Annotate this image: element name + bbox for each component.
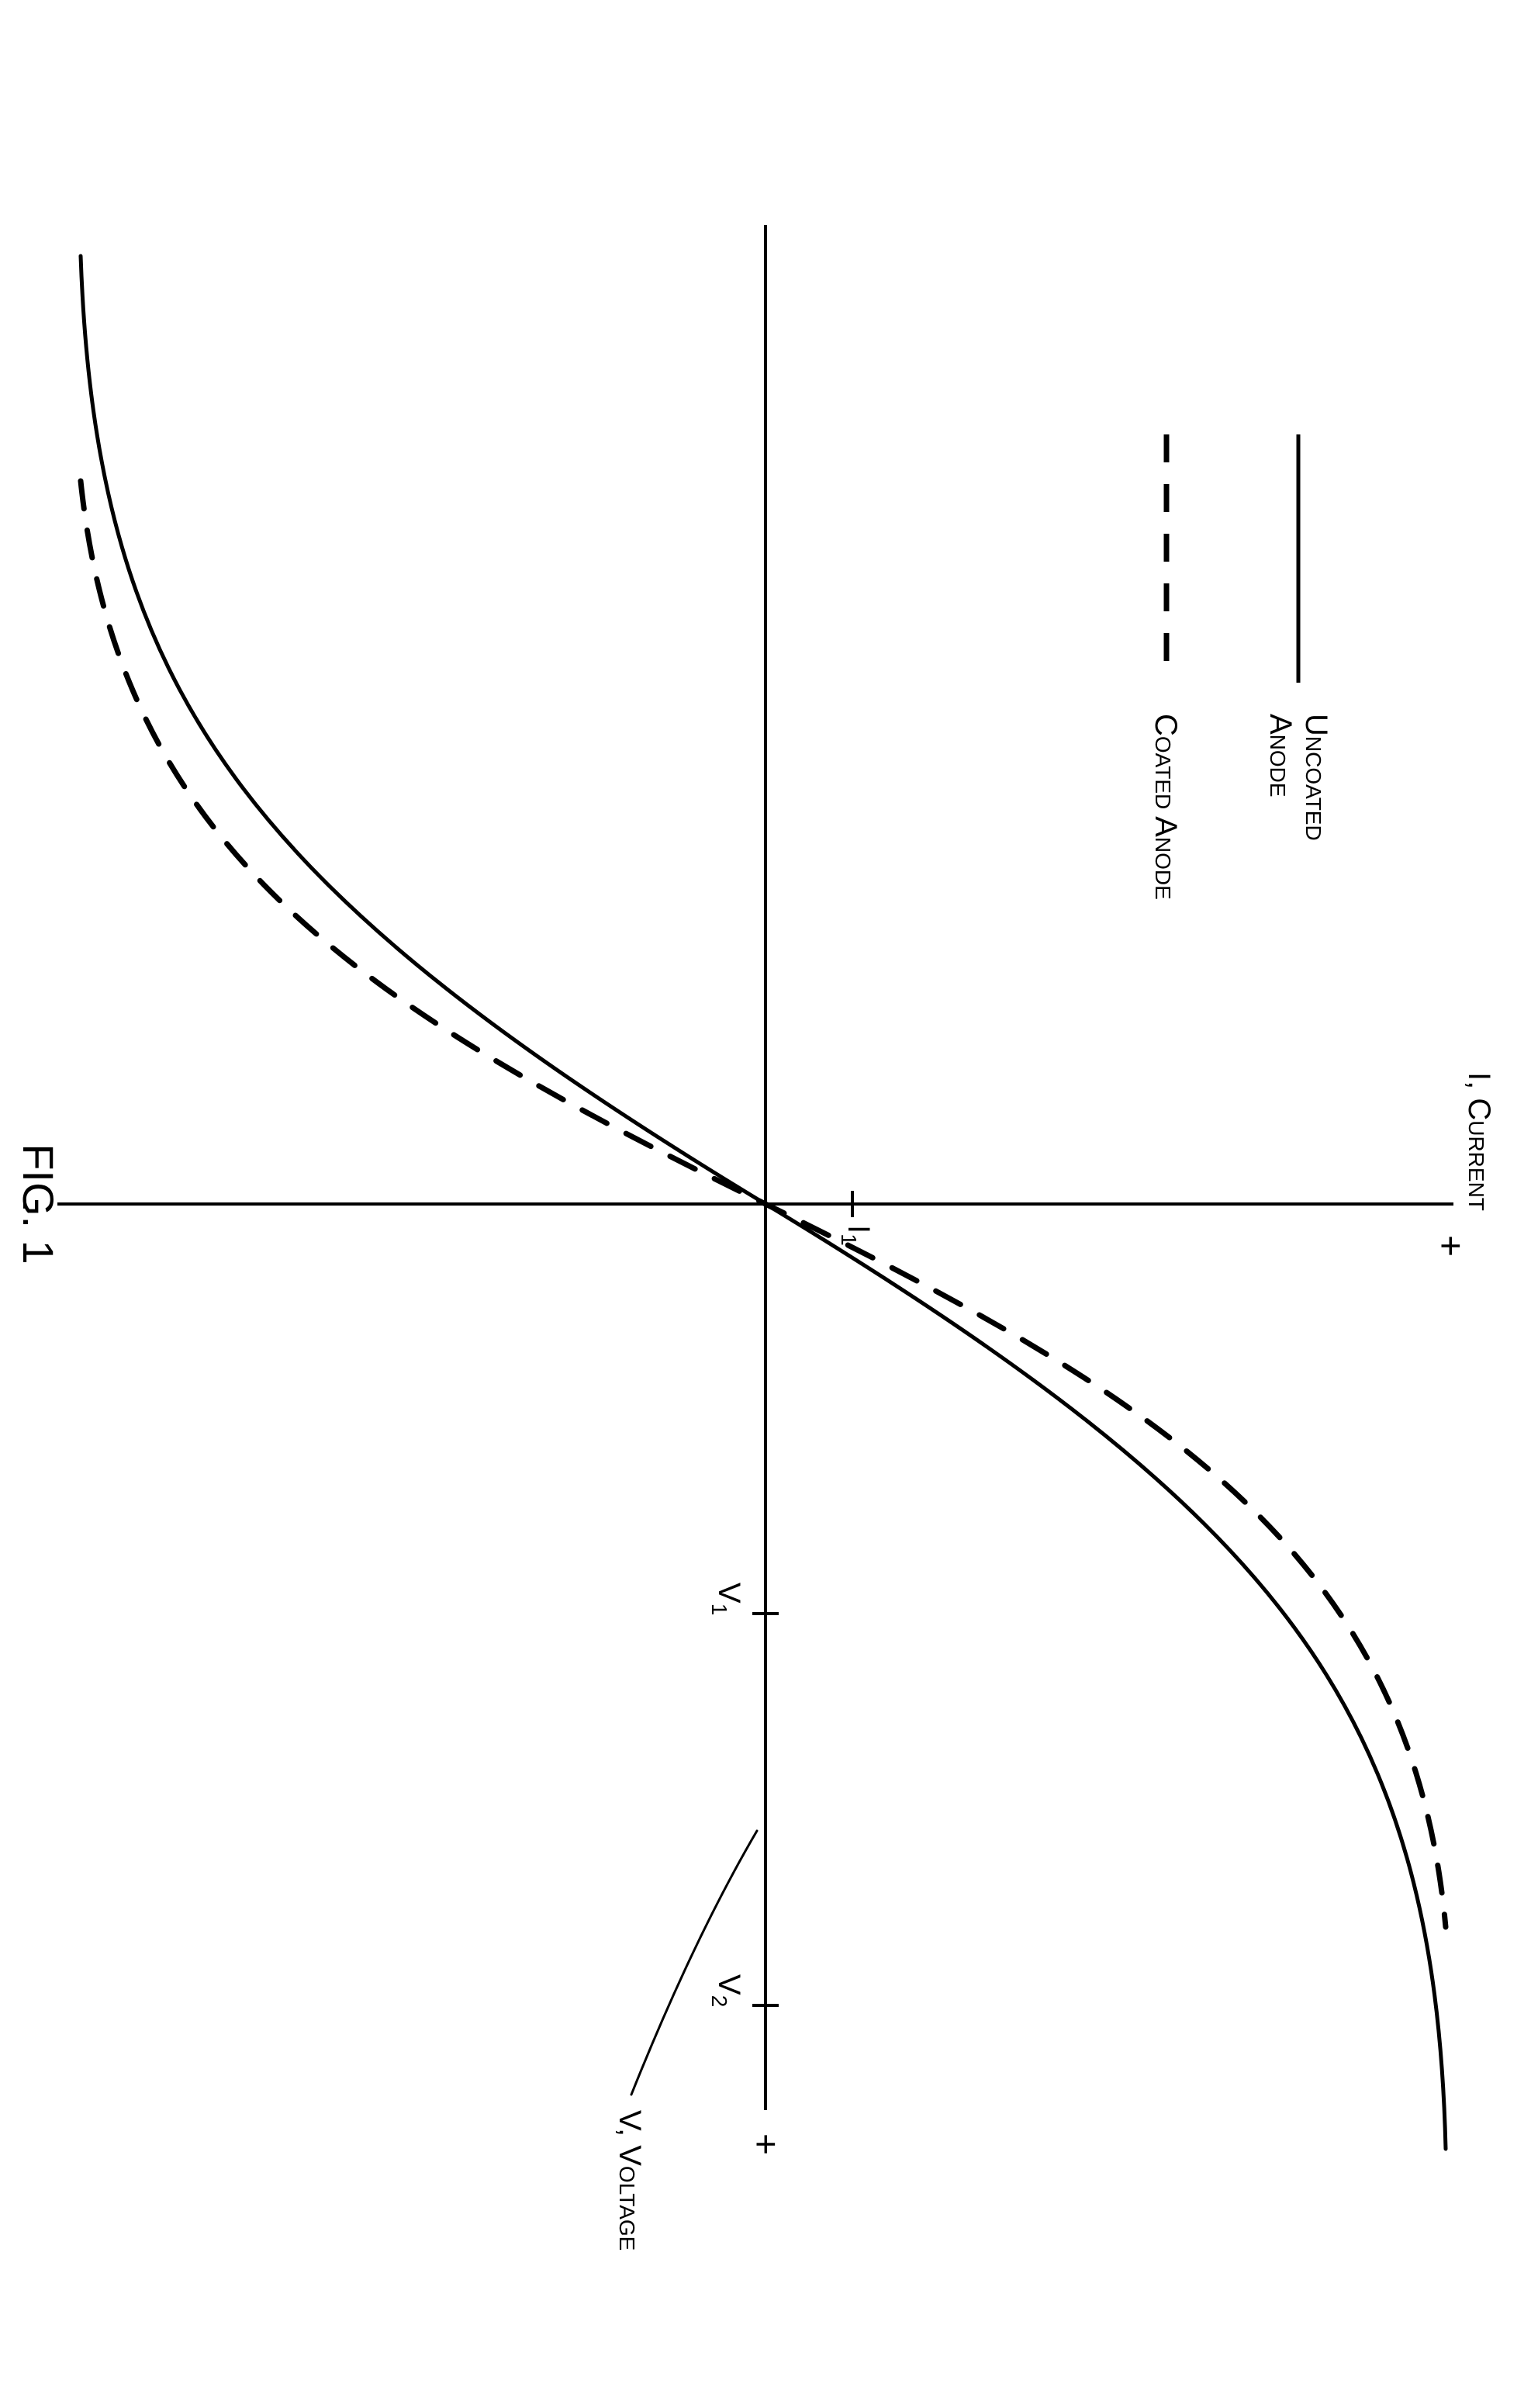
legend-label: Anode: [1263, 714, 1298, 797]
y-axis-title: I, Current: [1462, 1072, 1496, 1211]
figure-caption: FIG. 1: [14, 1143, 63, 1265]
legend-label: Uncoated: [1299, 714, 1333, 841]
x-tick-label: V1: [692, 1583, 746, 1676]
y-plus: +: [1429, 1235, 1471, 1257]
x-tick-label: V2: [692, 1974, 746, 2067]
x-plus: +: [745, 2133, 786, 2155]
x-axis-title: V, Voltage: [613, 2110, 647, 2251]
chart-rotated-group: ++-I, CurrentV1V2I1V, VoltageUncoatedAno…: [6, 225, 1496, 2251]
legend-label: Coated Anode: [1149, 714, 1183, 900]
